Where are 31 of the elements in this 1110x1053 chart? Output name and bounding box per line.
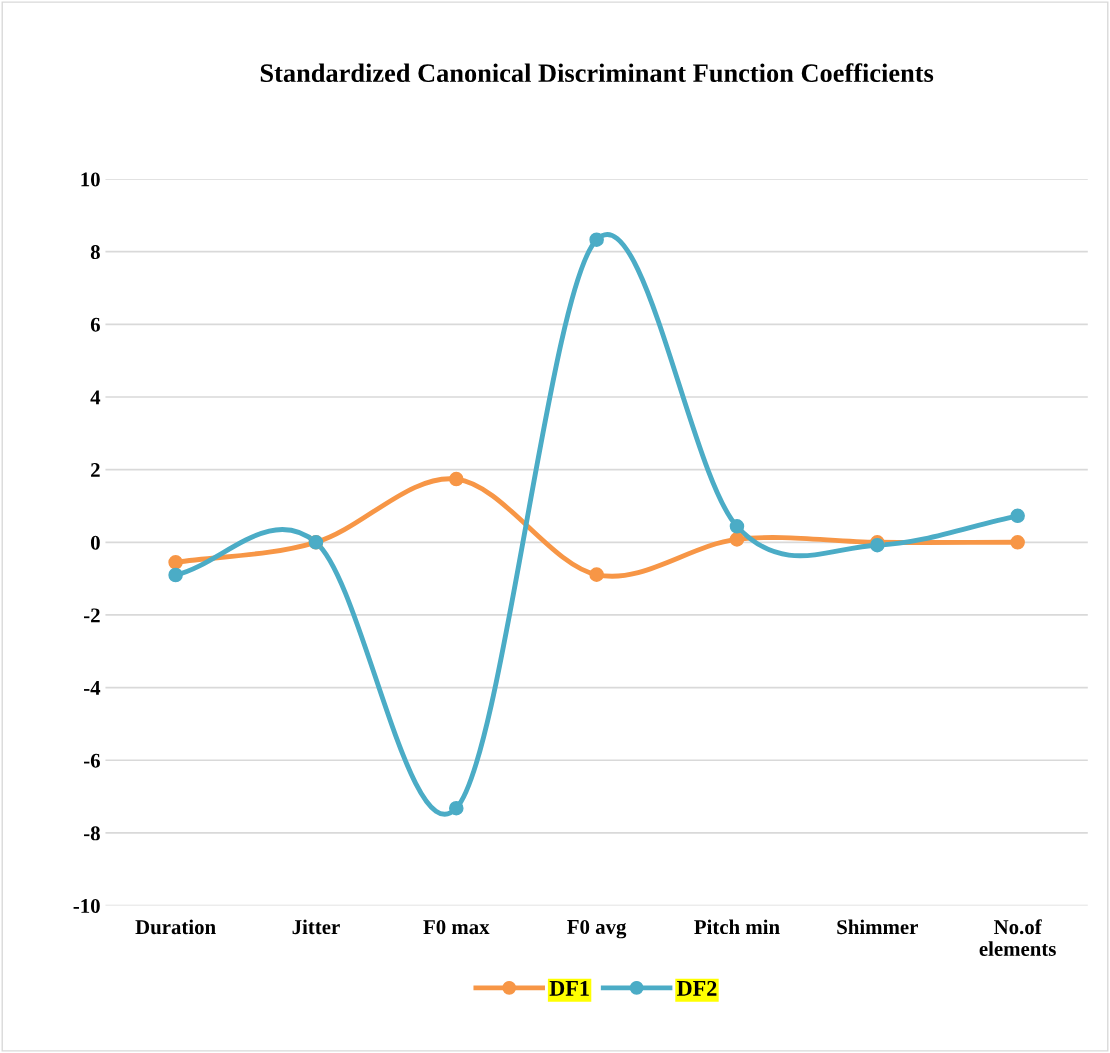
point bbox=[168, 554, 183, 570]
point bbox=[1010, 535, 1025, 550]
point bbox=[168, 567, 183, 583]
point bbox=[729, 532, 745, 547]
x-tick-label: Jitter bbox=[292, 919, 340, 935]
x-tick-label: F0 max bbox=[423, 920, 490, 935]
y-tick-label: 2 bbox=[91, 463, 100, 477]
y-tick-label: -10 bbox=[73, 898, 100, 914]
point bbox=[449, 471, 464, 487]
y-tick-label: -6 bbox=[84, 753, 100, 768]
legend-label: DF2 bbox=[677, 980, 717, 996]
x-tick-label: Shimmer bbox=[837, 919, 918, 935]
y-tick-label: -4 bbox=[84, 681, 101, 695]
point bbox=[589, 567, 604, 582]
x-tick-label: Duration bbox=[135, 919, 216, 935]
y-tick-label: 0 bbox=[90, 535, 100, 550]
y-tick-label: 6 bbox=[90, 317, 100, 332]
point bbox=[1010, 508, 1025, 524]
chart-title: Standardized Canonical Discriminant Function Coefficients bbox=[260, 63, 934, 83]
y-tick-label: 8 bbox=[90, 245, 100, 260]
point bbox=[449, 800, 464, 816]
y-tick-label: -2 bbox=[84, 608, 100, 623]
x-tick-label: No.of elements bbox=[979, 919, 1056, 956]
point bbox=[729, 519, 745, 534]
point bbox=[589, 232, 604, 247]
y-tick-label: 10 bbox=[81, 172, 100, 187]
x-tick-label: Pitch min bbox=[694, 919, 780, 935]
y-tick-label: -8 bbox=[84, 826, 100, 841]
x-tick-label: F0 avg bbox=[567, 919, 627, 939]
y-tick-label: 4 bbox=[90, 390, 101, 405]
legend-label: DF1 bbox=[549, 980, 589, 996]
